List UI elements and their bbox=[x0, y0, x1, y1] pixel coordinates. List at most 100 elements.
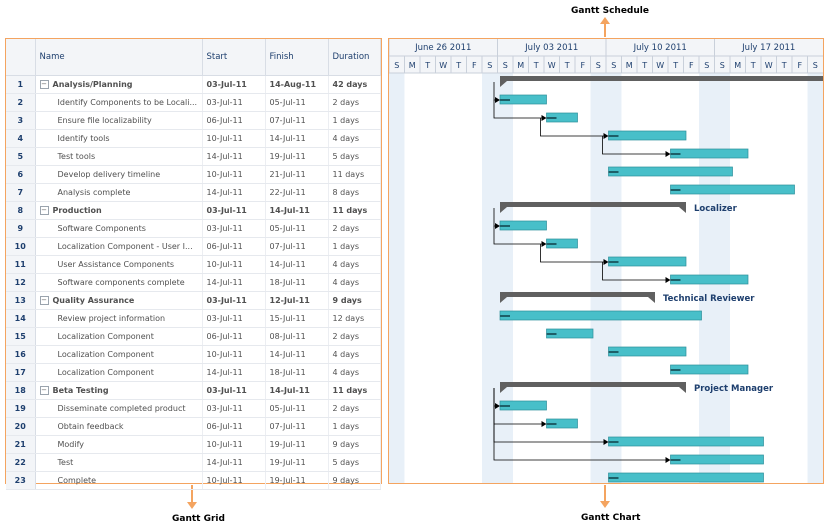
task-name-cell[interactable]: Identify tools bbox=[35, 129, 203, 148]
start-date-cell[interactable]: 10-Jul-11 bbox=[202, 471, 266, 490]
duration-cell[interactable]: 9 days bbox=[328, 471, 381, 490]
task-row[interactable]: 7 Analysis complete 14-Jul-11 22-Jul-11 8 da… bbox=[6, 183, 381, 202]
task-name-cell[interactable]: Analysis complete bbox=[35, 183, 203, 202]
task-row[interactable]: 16 Localization Component 10-Jul-11 14-Jul-… bbox=[6, 345, 381, 364]
finish-date-cell[interactable]: 14-Aug-11 bbox=[265, 75, 329, 94]
task-name-cell[interactable]: Software Components bbox=[35, 219, 203, 238]
task-row[interactable]: 4 Identify tools 10-Jul-11 14-Jul-11 4 days bbox=[6, 129, 381, 148]
collapse-icon[interactable]: − bbox=[39, 386, 49, 395]
start-date-cell[interactable]: 14-Jul-11 bbox=[202, 453, 266, 472]
duration-cell[interactable]: 5 days bbox=[328, 147, 381, 166]
duration-cell[interactable]: 1 days bbox=[328, 237, 381, 256]
task-row[interactable]: 21 Modify 10-Jul-11 19-Jul-11 9 days bbox=[6, 435, 381, 454]
finish-date-cell[interactable]: 14-Jul-11 bbox=[265, 255, 329, 274]
task-row[interactable]: 9 Software Components 03-Jul-11 05-Jul-11 2 … bbox=[6, 219, 381, 238]
start-date-cell[interactable]: 14-Jul-11 bbox=[202, 183, 266, 202]
duration-cell[interactable]: 11 days bbox=[328, 381, 381, 400]
task-row[interactable]: 12 Software components complete 14-Jul-11 1… bbox=[6, 273, 381, 292]
finish-date-cell[interactable]: 14-Jul-11 bbox=[265, 381, 329, 400]
duration-cell[interactable]: 11 days bbox=[328, 201, 381, 220]
column-header-duration[interactable]: Duration bbox=[328, 39, 381, 76]
duration-cell[interactable]: 4 days bbox=[328, 129, 381, 148]
start-date-cell[interactable]: 10-Jul-11 bbox=[202, 165, 266, 184]
finish-date-cell[interactable]: 07-Jul-11 bbox=[265, 111, 329, 130]
task-name-cell[interactable]: Software components complete bbox=[35, 273, 203, 292]
start-date-cell[interactable]: 03-Jul-11 bbox=[202, 291, 266, 310]
summary-task-row[interactable]: 1− Analysis/Planning 03-Jul-11 14-Aug-11 42 … bbox=[6, 75, 381, 94]
task-row[interactable]: 22 Test 14-Jul-11 19-Jul-11 5 days bbox=[6, 453, 381, 472]
finish-date-cell[interactable]: 07-Jul-11 bbox=[265, 417, 329, 436]
start-date-cell[interactable]: 06-Jul-11 bbox=[202, 111, 266, 130]
task-row[interactable]: 6 Develop delivery timeline 10-Jul-11 21-Ju… bbox=[6, 165, 381, 184]
task-name-cell[interactable]: User Assistance Components bbox=[35, 255, 203, 274]
task-row[interactable]: 23 Complete 10-Jul-11 19-Jul-11 9 days bbox=[6, 471, 381, 490]
task-name-cell[interactable]: − Quality Assurance bbox=[35, 291, 203, 310]
duration-cell[interactable]: 1 days bbox=[328, 417, 381, 436]
duration-cell[interactable]: 5 days bbox=[328, 453, 381, 472]
start-date-cell[interactable]: 06-Jul-11 bbox=[202, 327, 266, 346]
duration-cell[interactable]: 2 days bbox=[328, 93, 381, 112]
task-name-cell[interactable]: − Production bbox=[35, 201, 203, 220]
duration-cell[interactable]: 4 days bbox=[328, 273, 381, 292]
finish-date-cell[interactable]: 05-Jul-11 bbox=[265, 399, 329, 418]
duration-cell[interactable]: 2 days bbox=[328, 399, 381, 418]
start-date-cell[interactable]: 14-Jul-11 bbox=[202, 147, 266, 166]
start-date-cell[interactable]: 10-Jul-11 bbox=[202, 255, 266, 274]
start-date-cell[interactable]: 10-Jul-11 bbox=[202, 129, 266, 148]
task-name-cell[interactable]: Review project information bbox=[35, 309, 203, 328]
start-date-cell[interactable]: 14-Jul-11 bbox=[202, 273, 266, 292]
finish-date-cell[interactable]: 19-Jul-11 bbox=[265, 435, 329, 454]
start-date-cell[interactable]: 03-Jul-11 bbox=[202, 75, 266, 94]
finish-date-cell[interactable]: 18-Jul-11 bbox=[265, 363, 329, 382]
finish-date-cell[interactable]: 08-Jul-11 bbox=[265, 327, 329, 346]
duration-cell[interactable]: 2 days bbox=[328, 327, 381, 346]
start-date-cell[interactable]: 03-Jul-11 bbox=[202, 219, 266, 238]
task-name-cell[interactable]: − Beta Testing bbox=[35, 381, 203, 400]
duration-cell[interactable]: 4 days bbox=[328, 255, 381, 274]
finish-date-cell[interactable]: 21-Jul-11 bbox=[265, 165, 329, 184]
task-name-cell[interactable]: Localization Component - User I... bbox=[35, 237, 203, 256]
start-date-cell[interactable]: 03-Jul-11 bbox=[202, 201, 266, 220]
finish-date-cell[interactable]: 14-Jul-11 bbox=[265, 129, 329, 148]
finish-date-cell[interactable]: 07-Jul-11 bbox=[265, 237, 329, 256]
duration-cell[interactable]: 9 days bbox=[328, 291, 381, 310]
task-name-cell[interactable]: Disseminate completed product bbox=[35, 399, 203, 418]
duration-cell[interactable]: 42 days bbox=[328, 75, 381, 94]
finish-date-cell[interactable]: 22-Jul-11 bbox=[265, 183, 329, 202]
task-name-cell[interactable]: Localization Component bbox=[35, 327, 203, 346]
duration-cell[interactable]: 9 days bbox=[328, 435, 381, 454]
duration-cell[interactable]: 12 days bbox=[328, 309, 381, 328]
task-name-cell[interactable]: Localization Component bbox=[35, 345, 203, 364]
collapse-icon[interactable]: − bbox=[39, 296, 49, 305]
start-date-cell[interactable]: 03-Jul-11 bbox=[202, 381, 266, 400]
start-date-cell[interactable]: 10-Jul-11 bbox=[202, 435, 266, 454]
finish-date-cell[interactable]: 14-Jul-11 bbox=[265, 201, 329, 220]
duration-cell[interactable]: 11 days bbox=[328, 165, 381, 184]
task-name-cell[interactable]: Develop delivery timeline bbox=[35, 165, 203, 184]
finish-date-cell[interactable]: 18-Jul-11 bbox=[265, 273, 329, 292]
start-date-cell[interactable]: 06-Jul-11 bbox=[202, 237, 266, 256]
collapse-icon[interactable]: − bbox=[39, 80, 49, 89]
finish-date-cell[interactable]: 19-Jul-11 bbox=[265, 147, 329, 166]
finish-date-cell[interactable]: 12-Jul-11 bbox=[265, 291, 329, 310]
task-row[interactable]: 2 Identify Components to be Locali... 03-J… bbox=[6, 93, 381, 112]
duration-cell[interactable]: 8 days bbox=[328, 183, 381, 202]
column-header-name[interactable]: Name bbox=[35, 39, 203, 76]
task-row[interactable]: 15 Localization Component 06-Jul-11 08-Jul-… bbox=[6, 327, 381, 346]
task-row[interactable]: 14 Review project information 03-Jul-11 15-… bbox=[6, 309, 381, 328]
task-name-cell[interactable]: Test tools bbox=[35, 147, 203, 166]
task-name-cell[interactable]: Ensure file localizability bbox=[35, 111, 203, 130]
start-date-cell[interactable]: 03-Jul-11 bbox=[202, 93, 266, 112]
task-row[interactable]: 3 Ensure file localizability 06-Jul-11 07-J… bbox=[6, 111, 381, 130]
finish-date-cell[interactable]: 15-Jul-11 bbox=[265, 309, 329, 328]
task-row[interactable]: 5 Test tools 14-Jul-11 19-Jul-11 5 days bbox=[6, 147, 381, 166]
task-row[interactable]: 20 Obtain feedback 06-Jul-11 07-Jul-11 1 day… bbox=[6, 417, 381, 436]
finish-date-cell[interactable]: 05-Jul-11 bbox=[265, 93, 329, 112]
start-date-cell[interactable]: 14-Jul-11 bbox=[202, 363, 266, 382]
start-date-cell[interactable]: 03-Jul-11 bbox=[202, 309, 266, 328]
finish-date-cell[interactable]: 19-Jul-11 bbox=[265, 453, 329, 472]
task-row[interactable]: 11 User Assistance Components 10-Jul-11 14-… bbox=[6, 255, 381, 274]
duration-cell[interactable]: 1 days bbox=[328, 111, 381, 130]
task-row[interactable]: 17 Localization Component 14-Jul-11 18-Jul-… bbox=[6, 363, 381, 382]
duration-cell[interactable]: 4 days bbox=[328, 345, 381, 364]
